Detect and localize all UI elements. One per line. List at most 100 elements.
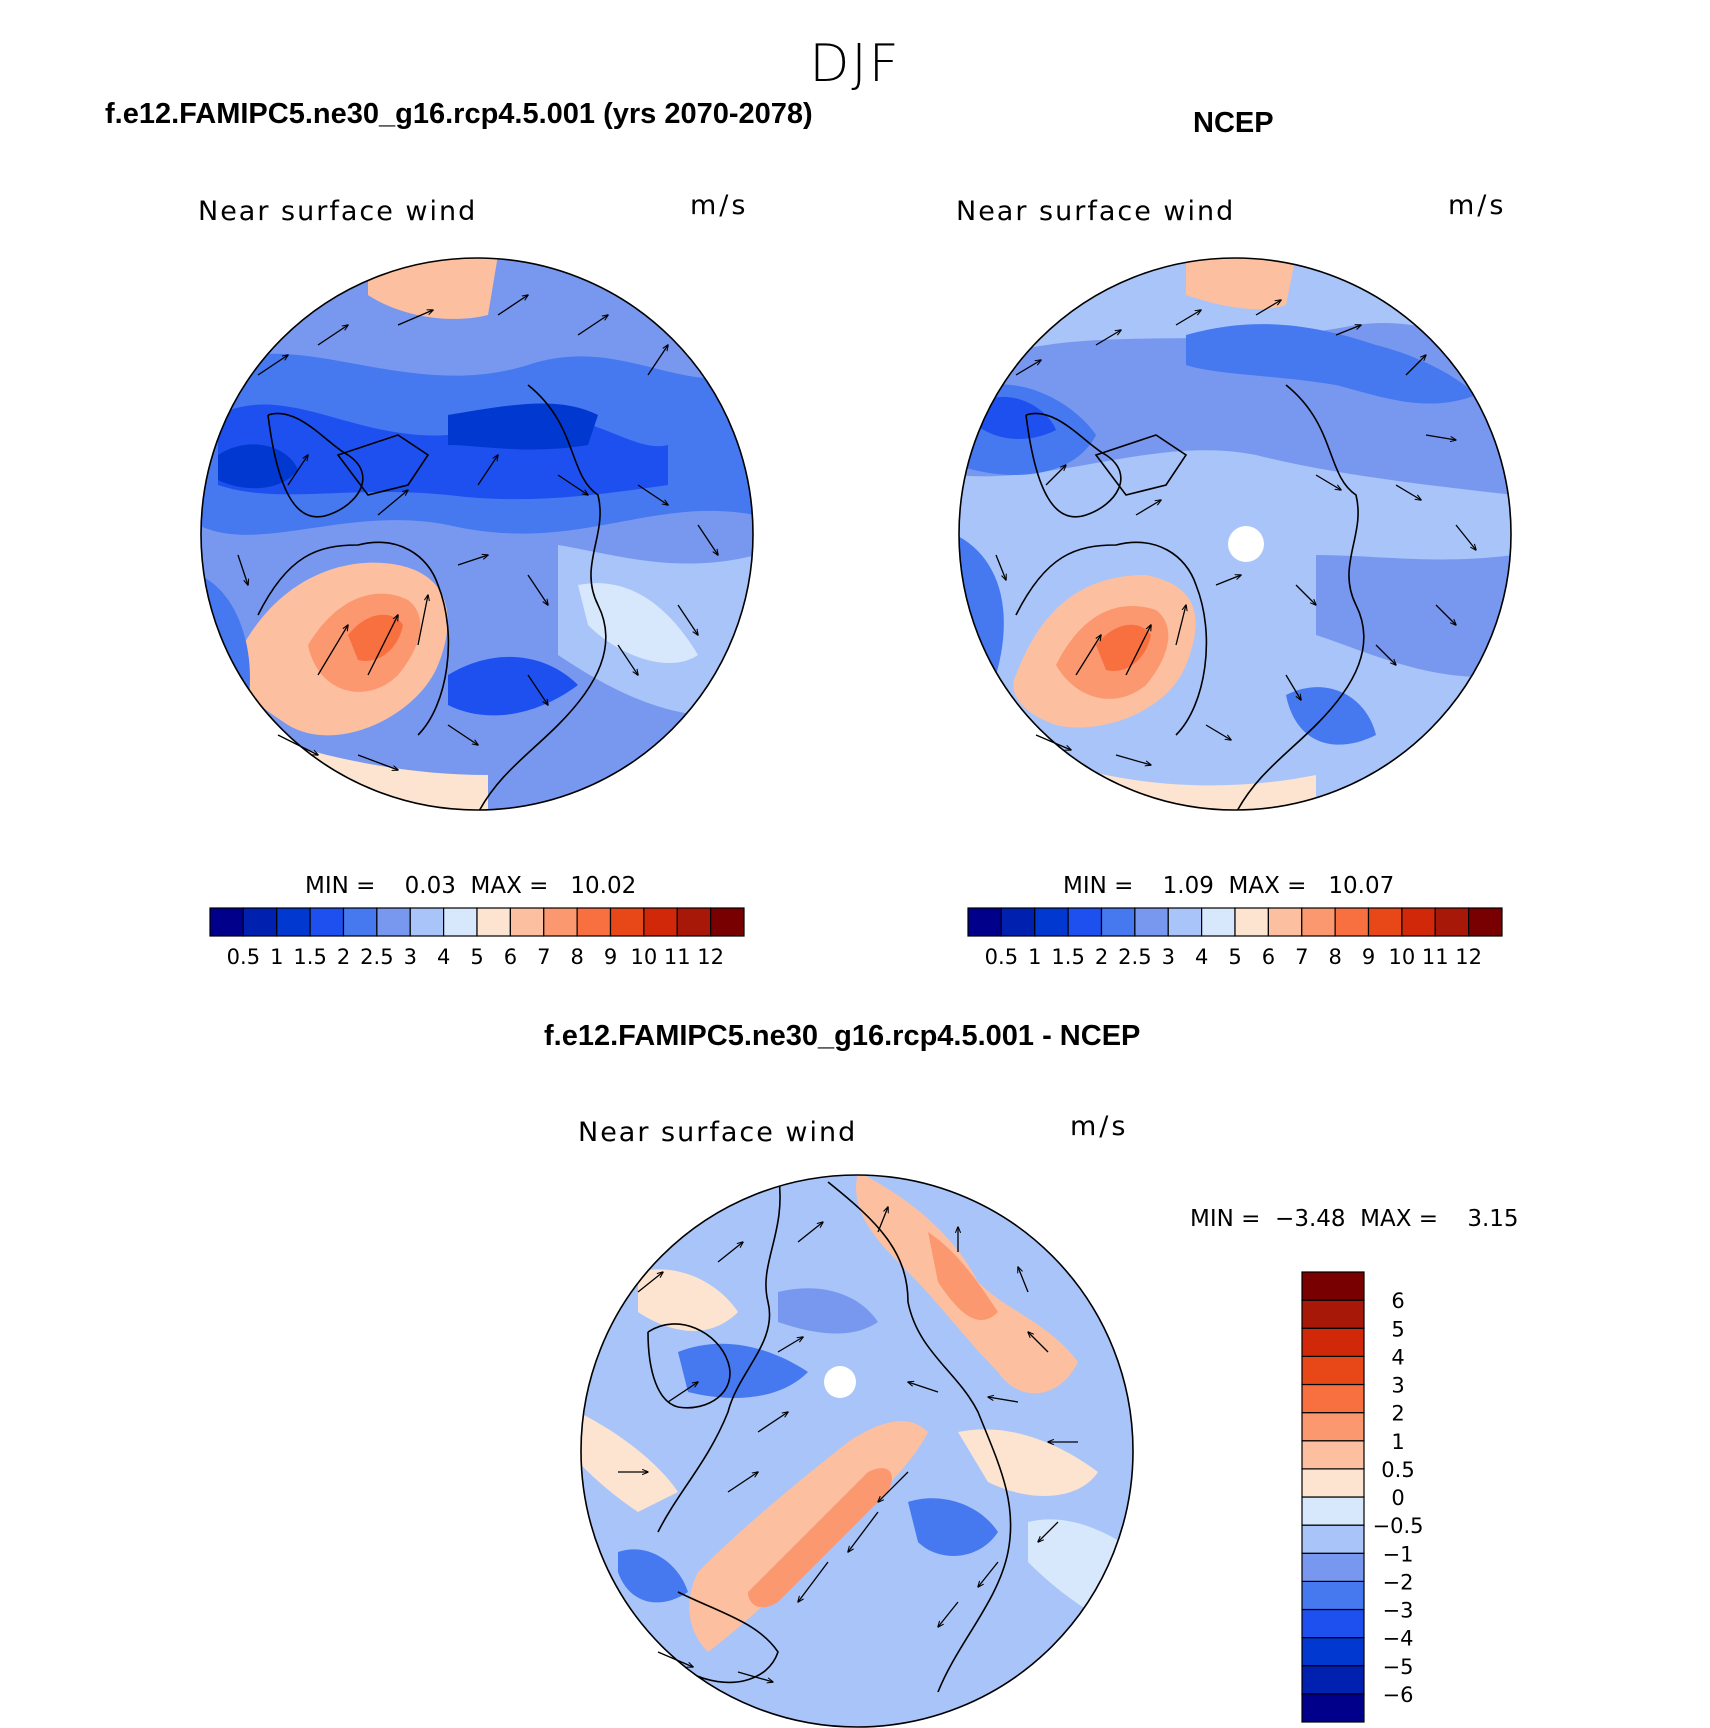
panel-1-variable-label: Near surface wind	[198, 196, 478, 227]
panel-2-coastlines	[1015, 384, 1365, 810]
panel-2-title: NCEP	[1193, 107, 1274, 139]
panel-2-colorbar-swatch	[1067, 907, 1103, 937]
panel-2-colorbar-tick-label: 1	[1028, 945, 1041, 969]
panel-2-min-max: MIN = 1.09 MAX = 10.07	[1063, 873, 1394, 899]
panel-2-colorbar-tick-label: 11	[1422, 945, 1449, 969]
panel-3-colorbar-swatch	[1301, 1412, 1365, 1442]
panel-2-colorbar-swatch	[1034, 907, 1069, 937]
panel-3-colorbar-tick-label: −2	[1383, 1570, 1414, 1594]
panel-2-colorbar-tick-label: 6	[1262, 945, 1275, 969]
panel-3-colorbar-swatch	[1301, 1271, 1365, 1301]
panel-1-colorbar-tick-label: 2	[337, 945, 350, 969]
panel-3-colorbar: −6 −5 −4 −3 −2 −1 −0.5 0 0.5 1 2 3 4 5 6	[1301, 1271, 1424, 1723]
panel-1-colorbar-swatch	[409, 907, 445, 937]
panel-3-colorbar-swatch	[1301, 1552, 1365, 1582]
panel-1-colorbar-tick-label: 12	[697, 945, 724, 969]
panel-2-colorbar-tick-label: 8	[1328, 945, 1341, 969]
panel-1-min-label: MIN =	[305, 873, 376, 899]
panel-3-field	[581, 1175, 1133, 1727]
panel-1-colorbar-swatch	[543, 907, 578, 937]
panel-2-colorbar-swatch	[1434, 907, 1470, 937]
panel-3-min-label: MIN =	[1190, 1206, 1261, 1232]
panel-1-colorbar-swatch	[643, 907, 678, 937]
panel-1-colorbar-swatch	[242, 907, 278, 937]
panel-1-colorbar-swatch	[309, 907, 345, 937]
panel-2-colorbar-swatch	[1000, 907, 1036, 937]
panel-3-colorbar-tick-label: 2	[1391, 1402, 1404, 1426]
panel-2-polar-map	[958, 257, 1512, 811]
panel-3-colorbar-swatch	[1301, 1383, 1365, 1414]
panel-3-colorbar-swatch	[1301, 1608, 1365, 1639]
panel-3-coastlines	[647, 1175, 1012, 1693]
panel-1-colorbar-tick-label: 5	[470, 945, 483, 969]
panel-3-colorbar-tick-label: −6	[1383, 1683, 1414, 1707]
panel-2-colorbar-swatch	[1100, 907, 1136, 937]
panel-1-colorbar-swatch	[576, 907, 612, 937]
panel-1-units-label: m/s	[690, 190, 749, 221]
panel-3-colorbar-swatch	[1301, 1665, 1365, 1695]
panel-3-title: f.e12.FAMIPC5.ne30_g16.rcp4.5.001 - NCEP	[544, 1020, 1141, 1052]
panel-2-colorbar-tick-label: 4	[1195, 945, 1208, 969]
panel-3-variable-label: Near surface wind	[578, 1117, 858, 1148]
panel-2-colorbar-swatch	[1367, 907, 1403, 937]
panel-1-wind-vectors	[237, 295, 718, 770]
panel-1-colorbar-tick-label: 2.5	[360, 945, 393, 969]
panel-3-colorbar-tick-label: −0.5	[1373, 1514, 1424, 1538]
panel-1-colorbar-swatch	[609, 907, 645, 937]
panel-2-colorbar-tick-label: 10	[1389, 945, 1416, 969]
panel-1-colorbar-tick-label: 3	[404, 945, 417, 969]
panel-3-max-value: 3.15	[1467, 1206, 1519, 1232]
panel-2-colorbar-tick-label: 1.5	[1051, 945, 1084, 969]
panel-3-colorbar-tick-label: 4	[1391, 1345, 1404, 1369]
panel-1-colorbar-tick-label: 0.5	[227, 945, 260, 969]
panel-1-colorbar-tick-label: 7	[537, 945, 550, 969]
panel-3-colorbar-tick-label: 6	[1391, 1289, 1404, 1313]
panel-2-colorbar-swatch	[1301, 907, 1336, 937]
panel-3-colorbar-swatch	[1301, 1440, 1365, 1470]
panel-2-variable-label: Near surface wind	[956, 196, 1236, 227]
panel-1-title: f.e12.FAMIPC5.ne30_g16.rcp4.5.001 (yrs 2…	[105, 98, 813, 130]
panel-2-map-boundary	[958, 257, 1512, 811]
panel-2-colorbar-swatch	[967, 907, 1002, 937]
panel-2-colorbar-tick-label: 3	[1162, 945, 1175, 969]
panel-1-map-boundary	[200, 257, 754, 811]
panel-3-colorbar-swatch	[1301, 1468, 1365, 1498]
panel-1-colorbar-tick-label: 8	[570, 945, 583, 969]
panel-2-colorbar-tick-label: 9	[1362, 945, 1375, 969]
panel-3-units-label: m/s	[1070, 1111, 1129, 1142]
panel-2-colorbar-tick-label: 0.5	[985, 945, 1018, 969]
panel-2-max-label: MAX =	[1228, 873, 1307, 899]
panel-3-colorbar-swatch	[1301, 1327, 1365, 1357]
panel-1-colorbar-swatch	[710, 907, 745, 937]
panel-1-colorbar-swatch	[209, 907, 244, 937]
panel-2-colorbar: 0.5 1 1.5 2 2.5 3 4 5 6 7 8 9 10 11 12	[967, 907, 1503, 969]
figure-title: DJF	[809, 34, 901, 94]
panel-1-colorbar-tick-label: 1.5	[293, 945, 326, 969]
panel-3-min-max: MIN = −3.48 MAX = 3.15	[1190, 1206, 1519, 1232]
panel-1-colorbar-swatch	[476, 907, 511, 937]
panel-2-colorbar-swatch	[1334, 907, 1370, 937]
panel-1-coastlines	[257, 384, 607, 810]
panel-2-units-label: m/s	[1448, 190, 1507, 221]
panel-2-min-label: MIN =	[1063, 873, 1134, 899]
panel-3-map-boundary	[580, 1174, 1134, 1728]
panel-3-colorbar-tick-label: 5	[1391, 1317, 1404, 1341]
panel-3-colorbar-swatch	[1301, 1299, 1365, 1329]
panel-1-colorbar-swatch	[676, 907, 712, 937]
panel-3-colorbar-swatch	[1301, 1693, 1365, 1723]
panel-3-colorbar-tick-label: −5	[1383, 1655, 1414, 1679]
panel-2-colorbar-swatch	[1234, 907, 1269, 937]
panel-3-max-label: MAX =	[1360, 1206, 1439, 1232]
panel-1-colorbar-tick-label: 10	[631, 945, 658, 969]
panel-1-polar-map	[200, 257, 754, 811]
panel-3-colorbar-tick-label: 1	[1391, 1430, 1404, 1454]
panel-3-min-value: −3.48	[1275, 1206, 1346, 1232]
panel-3-colorbar-tick-label: −4	[1383, 1627, 1414, 1651]
panel-2-min-value: 1.09	[1162, 873, 1214, 899]
panel-2-colorbar-tick-label: 2.5	[1118, 945, 1151, 969]
panel-3-wind-vectors	[618, 1207, 1078, 1682]
panel-1-min-max: MIN = 0.03 MAX = 10.02	[305, 873, 636, 899]
panel-3-colorbar-swatch	[1301, 1580, 1365, 1611]
panel-2-colorbar-swatch	[1134, 907, 1169, 937]
panel-1-colorbar-tick-label: 4	[437, 945, 450, 969]
